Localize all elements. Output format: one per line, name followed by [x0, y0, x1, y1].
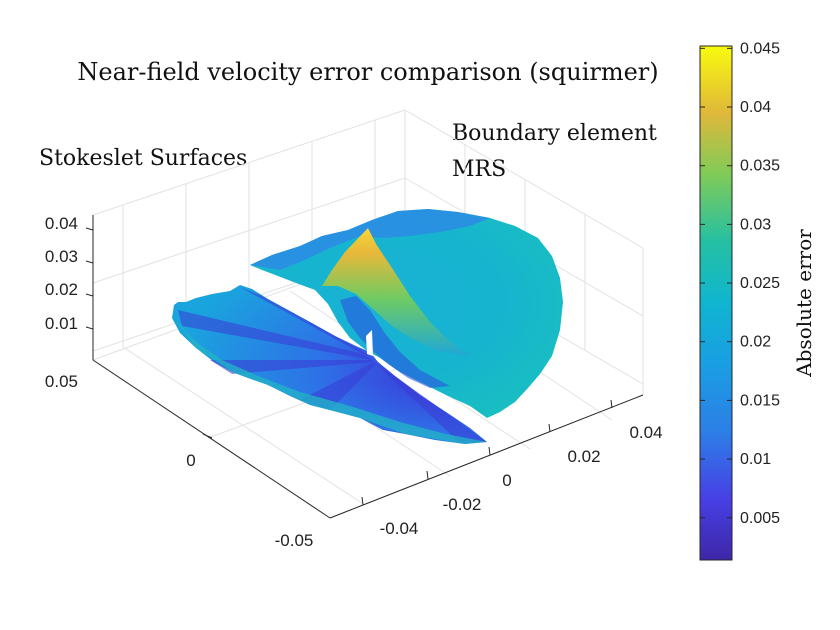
surface-mrs-peak — [322, 228, 470, 356]
y-tick-label: 0.05 — [45, 372, 78, 391]
colorbar-label: Absolute error — [792, 229, 816, 378]
colorbar-tick-label: 0.045 — [740, 40, 780, 57]
x-tick — [548, 423, 551, 433]
annotation-boundary: Boundary element — [452, 121, 657, 146]
z-tick-labels: 0.04 0.03 0.02 0.01 — [45, 214, 78, 333]
grid-line — [92, 109, 406, 216]
ticks — [85, 227, 613, 506]
z-tick — [85, 260, 94, 264]
axes — [92, 215, 644, 519]
y-tick — [202, 433, 213, 439]
z-tick — [85, 227, 94, 231]
x-tick-label: 0.04 — [629, 423, 662, 442]
colorbar-tick-label: 0.005 — [740, 510, 780, 527]
colorbar: 0.005 0.01 0.015 0.02 0.025 0.03 0.035 0.04 0.04… — [699, 40, 816, 561]
colorbar-tick-label: 0.04 — [740, 99, 771, 116]
y-tick-label: 0 — [186, 451, 195, 470]
z-tick-label: 0.03 — [45, 247, 78, 266]
z-tick — [85, 326, 94, 330]
colorbar-tick-label: 0.03 — [740, 216, 771, 233]
chart-title: Near-field velocity error comparison (sq… — [77, 58, 658, 86]
z-tick-label: 0.04 — [45, 214, 78, 233]
x-tick — [361, 496, 364, 506]
y-axis-line — [92, 359, 331, 519]
x-tick — [610, 399, 613, 409]
annotation-stokeslet: Stokeslet Surfaces — [39, 146, 247, 171]
x-tick-labels: -0.04 -0.02 0 0.02 0.04 — [380, 423, 663, 538]
z-tick-label: 0.01 — [45, 314, 78, 333]
y-tick-label: -0.05 — [275, 531, 314, 550]
colorbar-tick-label: 0.01 — [740, 451, 771, 468]
colorbar-tick-label: 0.02 — [740, 334, 771, 351]
x-tick-label: 0.02 — [567, 447, 600, 466]
x-axis-line — [329, 394, 644, 519]
z-tick — [85, 293, 94, 297]
colorbar-ticks — [700, 47, 732, 519]
surface-mrs-cut — [366, 330, 373, 356]
surface-stokeslet — [172, 285, 487, 444]
x-tick — [426, 470, 429, 480]
x-tick-label: -0.04 — [380, 519, 419, 538]
surface-mrs-upper — [250, 209, 490, 270]
x-tick-label: -0.02 — [443, 495, 482, 514]
y-tick-labels: 0.05 0 -0.05 — [45, 372, 313, 550]
x-tick-label: 0 — [502, 471, 511, 490]
grid-line — [404, 109, 644, 249]
colorbar-tick-label: 0.015 — [740, 392, 780, 409]
colorbar-tick-label: 0.035 — [740, 158, 780, 175]
surface-stokeslet-fan — [178, 287, 487, 443]
annotation-mrs: MRS — [452, 157, 506, 182]
surface-mrs-shadow — [340, 296, 450, 388]
colorbar-tick-label: 0.025 — [740, 275, 780, 292]
colorbar-tick-labels: 0.005 0.01 0.015 0.02 0.025 0.03 0.035 0.04 0.04… — [740, 40, 780, 526]
surface-mrs — [250, 209, 563, 418]
grid-line — [122, 346, 366, 506]
x-tick — [488, 446, 491, 456]
colorbar-gradient — [699, 45, 733, 561]
z-tick-label: 0.02 — [45, 280, 78, 299]
